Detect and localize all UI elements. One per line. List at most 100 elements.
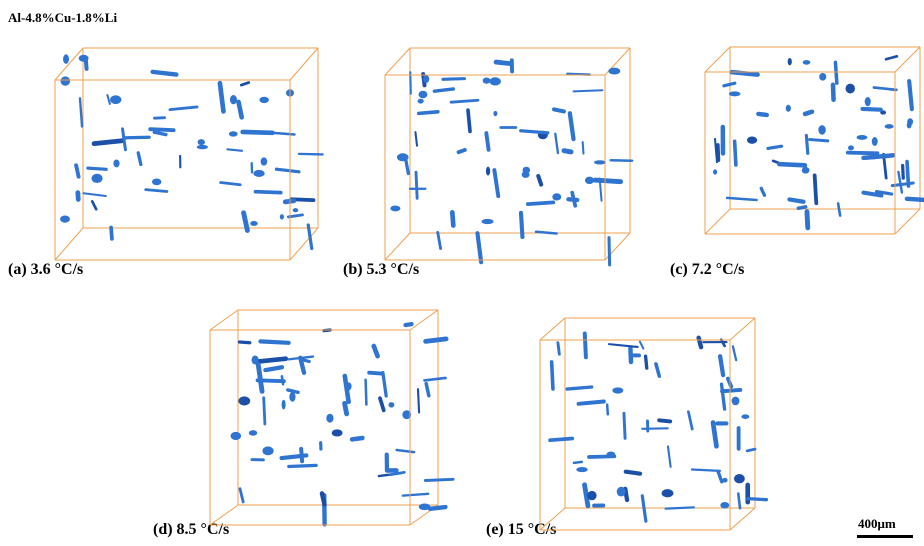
- particle: [76, 165, 78, 176]
- particle: [308, 225, 312, 248]
- particle: [255, 192, 280, 193]
- particle: [86, 60, 87, 69]
- cube-edge: [290, 48, 318, 80]
- cube-edge: [385, 48, 410, 75]
- figure: Al-4.8%Cu-1.8%Li (a) 3.6 °C/s (b) 5.3 °C…: [0, 0, 924, 546]
- particle: [60, 216, 70, 223]
- particle: [459, 150, 465, 152]
- particle: [80, 98, 82, 126]
- particle: [786, 105, 791, 112]
- particle: [493, 111, 497, 116]
- cube-edge: [705, 209, 730, 234]
- particle: [722, 384, 725, 409]
- particle: [366, 380, 367, 405]
- particle: [451, 100, 478, 102]
- particle: [496, 62, 509, 63]
- particle: [733, 346, 736, 360]
- particle: [152, 178, 161, 185]
- particle: [426, 339, 447, 342]
- particle: [863, 109, 881, 110]
- particle: [872, 137, 878, 146]
- particle: [885, 124, 894, 129]
- particle: [239, 102, 242, 117]
- particle: [426, 384, 429, 396]
- particle: [424, 378, 445, 380]
- particle: [380, 398, 384, 410]
- cube-edge: [895, 209, 920, 234]
- particle: [154, 132, 166, 134]
- particle: [720, 356, 723, 375]
- panel-label: (b) 5.3 °C/s: [343, 261, 419, 278]
- particle: [332, 429, 343, 436]
- particle: [230, 95, 237, 104]
- particle: [452, 212, 453, 225]
- particle: [558, 343, 559, 355]
- particle: [482, 219, 494, 224]
- particle: [388, 402, 394, 407]
- particle: [555, 134, 558, 153]
- particle: [722, 478, 727, 483]
- particle: [326, 414, 333, 423]
- particle: [264, 398, 265, 424]
- particle: [477, 233, 481, 262]
- particle: [419, 91, 428, 98]
- particle: [729, 91, 741, 96]
- particle: [250, 221, 258, 226]
- particle: [570, 113, 574, 139]
- particle: [779, 164, 805, 165]
- particle: [125, 137, 150, 138]
- particle: [468, 110, 470, 131]
- particle: [260, 341, 288, 342]
- particle: [738, 494, 740, 509]
- particle: [574, 462, 582, 463]
- particle: [419, 112, 438, 114]
- particle: [241, 83, 248, 86]
- particle: [425, 479, 453, 480]
- particle: [552, 362, 553, 389]
- particle: [554, 109, 564, 111]
- particle: [397, 153, 409, 161]
- particle: [253, 170, 264, 177]
- particle: [153, 72, 177, 75]
- particle: [713, 423, 716, 447]
- particle: [227, 149, 242, 151]
- particle: [607, 405, 608, 415]
- particle: [550, 438, 572, 440]
- cube-edge: [730, 508, 755, 530]
- panel-label: (a) 3.6 °C/s: [8, 261, 83, 278]
- particle: [886, 56, 897, 59]
- particle: [692, 470, 720, 471]
- particle: [898, 172, 901, 193]
- particle: [258, 380, 284, 381]
- particle: [403, 494, 428, 496]
- particle: [732, 397, 740, 406]
- particle: [668, 446, 671, 466]
- particle: [490, 77, 501, 85]
- particle: [155, 118, 165, 119]
- particle: [848, 145, 854, 150]
- particle: [289, 392, 295, 402]
- particle: [94, 141, 122, 144]
- cube-edge: [210, 310, 238, 330]
- particle: [522, 171, 530, 178]
- particle: [815, 175, 817, 203]
- particle: [662, 489, 674, 497]
- tomography-volume: [540, 318, 766, 530]
- particle: [288, 215, 302, 217]
- particle: [589, 456, 614, 457]
- particle: [646, 356, 647, 368]
- particle: [718, 471, 722, 481]
- cube-edge: [540, 318, 565, 340]
- particle: [406, 160, 408, 173]
- figure-title: Al-4.8%Cu-1.8%Li: [8, 10, 117, 25]
- particle: [583, 142, 584, 154]
- particle: [289, 465, 316, 466]
- particle: [486, 167, 490, 176]
- particle: [231, 432, 241, 440]
- tomography-volume: [210, 310, 453, 525]
- particle: [111, 228, 112, 239]
- particle: [857, 135, 868, 140]
- particle: [198, 139, 205, 145]
- particle: [92, 174, 103, 183]
- particle: [369, 373, 381, 374]
